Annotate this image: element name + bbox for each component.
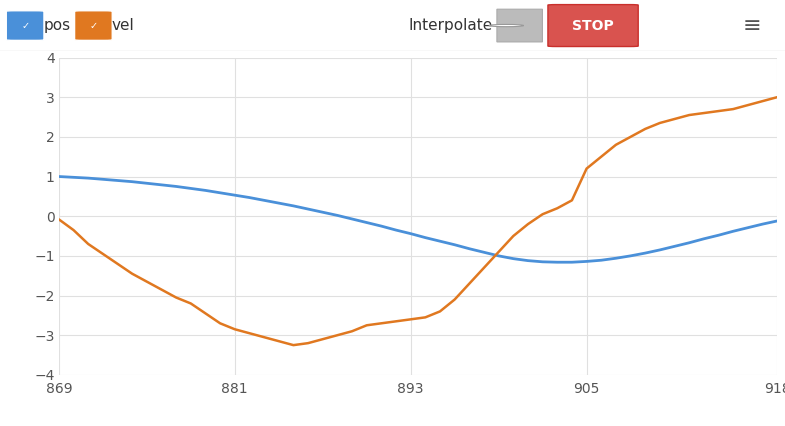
FancyBboxPatch shape (548, 5, 638, 46)
FancyBboxPatch shape (6, 11, 44, 40)
Text: Interpolate: Interpolate (409, 18, 493, 33)
Text: vel: vel (111, 18, 134, 33)
FancyBboxPatch shape (497, 9, 542, 42)
Text: pos: pos (43, 18, 71, 33)
Text: STOP: STOP (571, 19, 614, 32)
Text: ✓: ✓ (89, 20, 97, 31)
FancyBboxPatch shape (75, 11, 112, 40)
Text: ✓: ✓ (21, 20, 29, 31)
Circle shape (489, 24, 524, 27)
Text: ≡: ≡ (743, 16, 761, 35)
